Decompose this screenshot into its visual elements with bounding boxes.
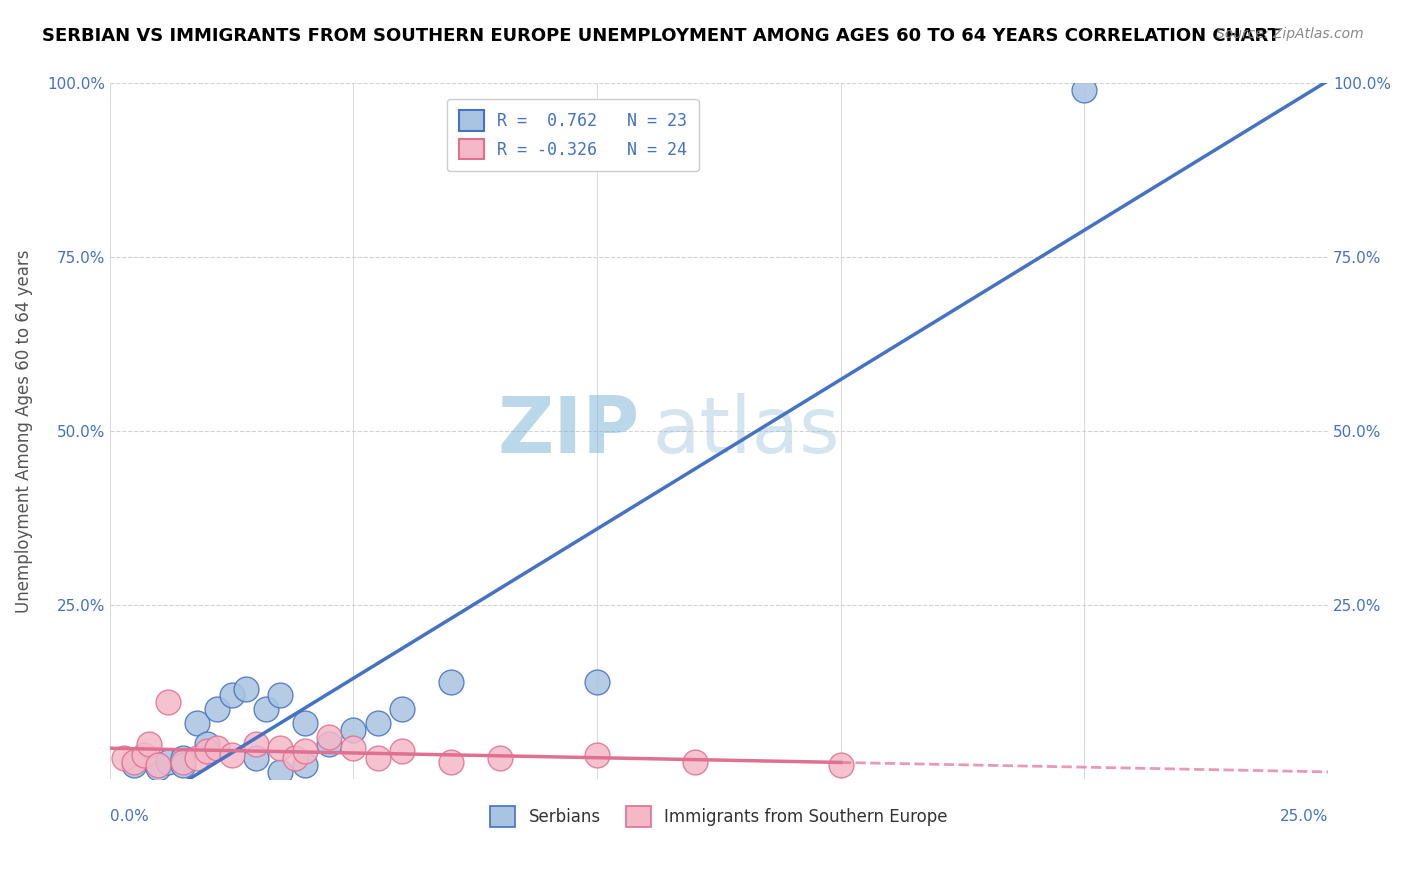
Point [195,737,218,751]
Point [132,747,155,762]
Point [284,751,307,765]
Point [391,702,413,716]
Point [157,695,180,709]
Point [318,730,340,744]
Point [186,716,208,731]
Point [342,740,364,755]
Point [122,758,145,772]
Point [269,689,291,703]
Point [138,737,160,751]
Point [235,681,257,696]
Point [186,751,208,765]
Point [172,751,194,765]
Point [221,689,243,703]
Point [318,737,340,751]
Point [221,747,243,762]
Point [245,751,267,765]
Text: 0.0%: 0.0% [110,809,149,823]
Point [254,702,277,716]
Y-axis label: Unemployment Among Ages 60 to 64 years: Unemployment Among Ages 60 to 64 years [15,250,32,613]
Point [586,747,609,762]
Point [294,744,316,758]
Point [172,758,194,772]
Point [112,751,135,765]
Point [586,674,609,689]
Legend: Serbians, Immigrants from Southern Europe: Serbians, Immigrants from Southern Europ… [484,799,955,833]
Point [172,755,194,769]
Point [488,751,510,765]
Point [294,758,316,772]
Point [440,755,463,769]
Point [205,702,228,716]
Point [157,755,180,769]
Text: Source: ZipAtlas.com: Source: ZipAtlas.com [1216,27,1364,41]
Text: SERBIAN VS IMMIGRANTS FROM SOUTHERN EUROPE UNEMPLOYMENT AMONG AGES 60 TO 64 YEAR: SERBIAN VS IMMIGRANTS FROM SOUTHERN EURO… [42,27,1279,45]
Point [245,737,267,751]
Point [269,740,291,755]
Point [342,723,364,738]
Point [195,744,218,758]
Point [683,755,706,769]
Point [294,716,316,731]
Point [440,674,463,689]
Point [148,758,170,772]
Text: atlas: atlas [652,393,839,469]
Text: ZIP: ZIP [498,393,640,469]
Point [391,744,413,758]
Point [1073,83,1095,97]
Point [148,762,170,776]
Point [830,758,852,772]
Point [205,740,228,755]
Point [367,716,389,731]
Point [122,755,145,769]
Point [269,764,291,779]
Text: 25.0%: 25.0% [1279,809,1329,823]
Point [367,751,389,765]
